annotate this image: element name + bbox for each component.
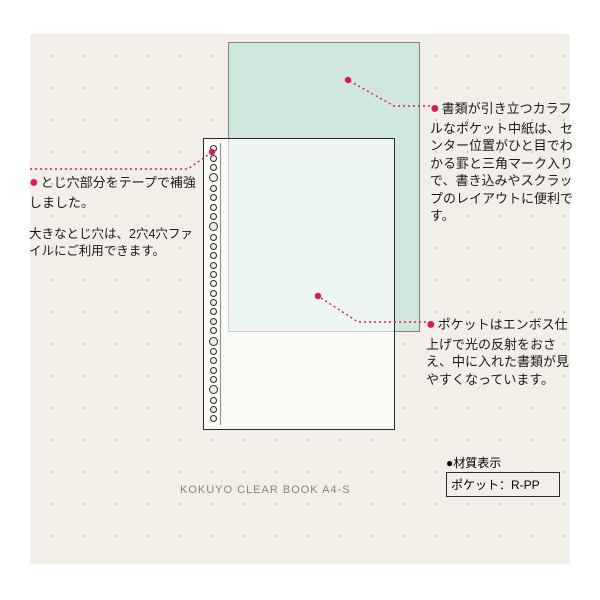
annotation-insert: ●書類が引き立つカラフルなポケット中紙は、センター位置がひと目でわかる罫と三角マ… (430, 98, 578, 225)
annotation-tape: ●とじ穴部分をテープで補強しました。 (29, 172, 207, 211)
material-text: ポケット：R-PP (451, 478, 540, 492)
clear-pocket (203, 138, 395, 430)
bullet-icon: ● (430, 100, 440, 117)
annotation-tape-text: とじ穴部分をテープで補強しました。 (29, 175, 196, 210)
product-panel: ●とじ穴部分をテープで補強しました。 大きなとじ穴は、2穴4穴ファイルにご利用で… (30, 34, 570, 564)
product-code: KOKUYO CLEAR BOOK A4-S (180, 484, 351, 496)
annotation-emboss: ●ポケットはエンボス仕上げで光の反射をおさえ、中に入れた書類が見やすくなっていま… (426, 314, 574, 388)
annotation-emboss-text: ポケットはエンボス仕上げで光の反射をおさえ、中に入れた書類が見やすくなっています… (426, 317, 569, 387)
material-heading: ●材質表示 (446, 454, 501, 471)
material-box: ポケット：R-PP (446, 472, 560, 497)
binding-hole-strip (206, 143, 221, 425)
annotation-bigholes: 大きなとじ穴は、2穴4穴ファイルにご利用できます。 (29, 226, 205, 260)
bullet-icon: ● (426, 316, 436, 333)
annotation-insert-text: 書類が引き立つカラフルなポケット中紙は、センター位置がひと目でわかる罫と三角マー… (430, 101, 573, 223)
bullet-icon: ● (29, 174, 39, 191)
annotation-bigholes-text: 大きなとじ穴は、2穴4穴ファイルにご利用できます。 (29, 227, 193, 258)
